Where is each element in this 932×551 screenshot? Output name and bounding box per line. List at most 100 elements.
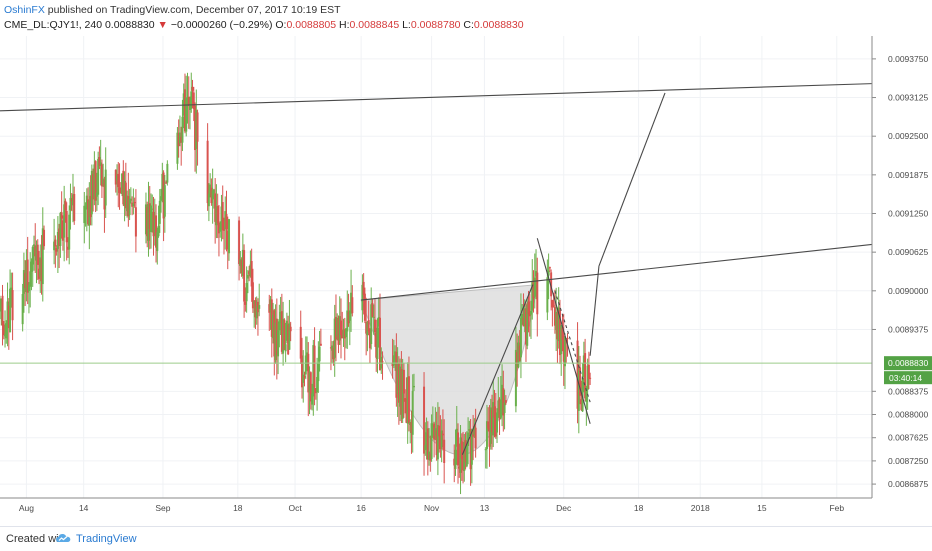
candle-body — [285, 320, 288, 341]
candle-body — [490, 410, 493, 433]
candle — [362, 273, 365, 315]
time-axis[interactable]: Aug 14 Sep 18 Oct 16 Nov 13 Dec 18 2018 15 Feb — [0, 497, 872, 513]
author-link[interactable]: OshinFX — [4, 4, 45, 16]
candle-body — [131, 202, 134, 207]
candle-body — [317, 362, 320, 382]
candle — [224, 196, 227, 250]
open-label: O: — [275, 19, 287, 31]
candle-body — [457, 432, 460, 466]
candle-body — [284, 344, 287, 352]
candle — [494, 392, 497, 439]
candle — [32, 235, 35, 271]
candle-body — [528, 311, 531, 317]
candle-body — [274, 322, 277, 361]
candle-body — [189, 104, 192, 110]
candle — [348, 302, 351, 346]
candle-body — [582, 355, 585, 378]
candle-body — [165, 182, 168, 184]
candle-body — [319, 343, 322, 346]
trendline[interactable] — [461, 284, 534, 455]
trendline[interactable] — [598, 92, 666, 267]
price-axis[interactable]: 0.0093750 0.0093125 0.0092500 0.0091875 0.00… — [871, 36, 928, 498]
candle-body — [180, 136, 183, 143]
candle-body — [431, 425, 434, 428]
candle — [299, 310, 302, 365]
candle — [433, 421, 436, 458]
candle — [468, 420, 471, 436]
candle-body — [527, 301, 530, 315]
candle-body — [532, 280, 535, 299]
symbol-label[interactable]: CME_DL:QJY1!, 240 — [4, 19, 103, 31]
trendline[interactable] — [589, 266, 600, 356]
candle — [277, 319, 280, 375]
candle-body — [552, 305, 555, 307]
candle — [376, 318, 379, 374]
candle-body — [394, 351, 397, 360]
candle — [151, 194, 154, 233]
candle — [121, 173, 124, 197]
candle — [406, 362, 409, 444]
candle — [254, 297, 257, 330]
candle — [248, 265, 251, 282]
candle-body — [331, 345, 334, 351]
candle — [119, 182, 122, 194]
candle — [58, 223, 61, 268]
candle — [191, 79, 194, 109]
trendline[interactable] — [536, 238, 591, 424]
candle — [206, 123, 209, 211]
trendline[interactable] — [361, 243, 873, 301]
candle — [68, 205, 71, 265]
candle-body — [225, 214, 228, 230]
candle — [270, 288, 273, 358]
price-tick-label: 0.0087625 — [888, 433, 928, 443]
candle — [521, 303, 524, 325]
time-tick-label: 14 — [79, 503, 89, 513]
candle-body — [272, 314, 275, 339]
candle-body — [365, 322, 368, 334]
candle — [501, 364, 504, 427]
candle-body — [216, 206, 219, 224]
candle — [157, 205, 160, 238]
tradingview-logo-icon[interactable] — [56, 531, 72, 545]
candle — [152, 196, 155, 256]
trendline[interactable] — [0, 83, 873, 112]
candle — [216, 193, 219, 239]
candle-body — [587, 364, 590, 380]
candle — [127, 172, 130, 227]
candle-body — [311, 393, 314, 405]
candle — [146, 201, 149, 248]
candle-body — [176, 132, 179, 164]
candle — [285, 312, 288, 344]
candle-body — [458, 466, 461, 469]
candle — [528, 294, 531, 337]
candle-body — [25, 260, 28, 292]
candle-body — [287, 324, 290, 355]
tradingview-brand[interactable]: TradingView — [76, 533, 137, 545]
candle-body — [302, 374, 305, 383]
candle-body — [151, 208, 154, 210]
candle-body — [397, 363, 400, 403]
candle-body — [53, 241, 56, 251]
trendline[interactable] — [554, 290, 591, 403]
candle-body — [348, 310, 351, 321]
candle-body — [26, 259, 29, 293]
price-tick-label: 0.0090000 — [888, 286, 928, 296]
candle — [176, 127, 179, 170]
candle-body — [411, 390, 414, 435]
current-price-tag — [884, 356, 932, 371]
candle-body — [102, 178, 105, 184]
candle — [314, 387, 317, 400]
candle-body — [9, 288, 12, 333]
candle — [522, 293, 525, 327]
candle-body — [316, 376, 319, 393]
candle — [424, 422, 427, 456]
candle-body — [228, 219, 231, 254]
candle-body — [288, 323, 291, 350]
candle — [133, 197, 136, 208]
candle-body — [41, 228, 44, 285]
candle — [214, 178, 217, 244]
candle-body — [518, 345, 521, 361]
candle-body — [307, 353, 310, 393]
created-with-text: Created with — [6, 533, 68, 545]
